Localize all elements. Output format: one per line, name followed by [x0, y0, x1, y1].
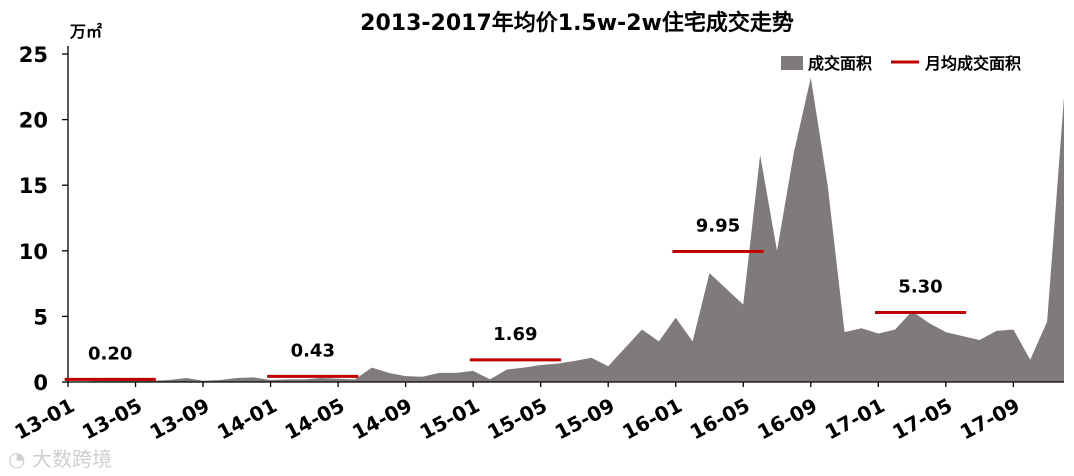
x-tick-label: 14-05 — [281, 393, 349, 444]
avg-label-13: 0.20 — [88, 343, 132, 364]
y-axis-unit: 万㎡ — [69, 22, 102, 41]
y-tick-label: 20 — [19, 109, 48, 133]
x-tick-label: 15-05 — [483, 393, 551, 444]
y-tick-label: 15 — [19, 174, 48, 198]
x-tick-label: 13-09 — [146, 393, 214, 444]
x-tick-label: 16-09 — [753, 393, 821, 444]
y-tick-label: 5 — [33, 305, 48, 329]
x-tick-label: 15-09 — [551, 393, 619, 444]
legend-swatch-area — [781, 56, 803, 70]
y-tick-label: 25 — [19, 43, 48, 67]
x-tick-label: 16-01 — [618, 393, 686, 444]
avg-label-14: 0.43 — [291, 340, 335, 361]
legend-label-line: 月均成交面积 — [924, 54, 1021, 73]
y-tick-label: 0 — [33, 371, 48, 395]
x-tick-label: 17-05 — [888, 393, 956, 444]
y-tick-label: 10 — [19, 240, 48, 264]
chart-title: 2013-2017年均价1.5w-2w住宅成交走势 — [360, 10, 794, 36]
legend-label-area: 成交面积 — [808, 54, 872, 73]
watermark-icon: ◔ — [8, 447, 25, 471]
x-tick-label: 17-09 — [956, 393, 1024, 444]
avg-label-16: 9.95 — [696, 215, 740, 236]
x-tick-label: 14-09 — [348, 393, 416, 444]
watermark-text: 大数跨境 — [32, 447, 112, 471]
avg-label-15: 1.69 — [493, 324, 537, 345]
x-tick-label: 16-05 — [686, 393, 754, 444]
avg-label-17: 5.30 — [898, 276, 942, 297]
area-series-成交面积 — [68, 77, 1064, 383]
x-tick-label: 17-01 — [821, 393, 889, 444]
x-tick-label: 15-01 — [416, 393, 484, 444]
x-tick-label: 13-05 — [78, 393, 146, 444]
x-tick-label: 13-01 — [11, 393, 79, 444]
plot-area: 0 5 10 15 20 25 13-01 13-05 13-09 14-01 14-05 14-09… — [11, 43, 1064, 444]
legend: 成交面积 月均成交面积 — [781, 54, 1021, 73]
x-tick-label: 14-01 — [213, 393, 281, 444]
